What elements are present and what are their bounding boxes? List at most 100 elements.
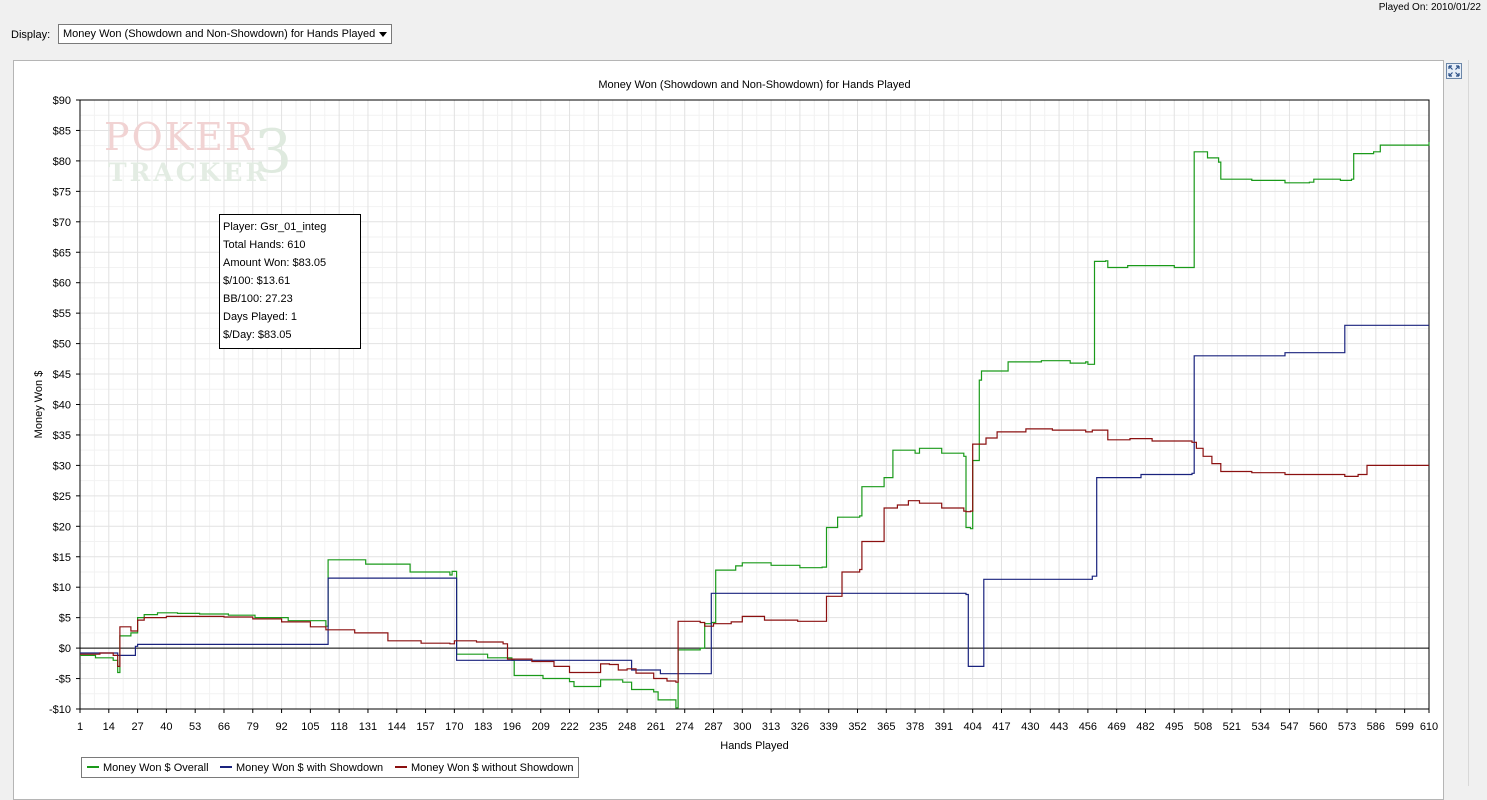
y-tick-label: $45 — [53, 369, 71, 381]
series-line-non-showdown — [80, 428, 1429, 683]
x-tick-label: 40 — [160, 721, 172, 733]
y-tick-label: $85 — [53, 125, 71, 137]
y-tick-label: $80 — [53, 156, 71, 168]
y-tick-label: $20 — [53, 521, 71, 533]
x-tick-label: 53 — [189, 721, 201, 733]
x-tick-label: 469 — [1107, 721, 1125, 733]
poker-tracker-logo-mark: 3 — [254, 117, 293, 187]
chart-legend: Money Won $ Overall Money Won $ with Sho… — [81, 757, 579, 778]
x-tick-label: 326 — [791, 721, 809, 733]
x-tick-label: 586 — [1367, 721, 1385, 733]
stat-days-played: Days Played: 1 — [223, 311, 297, 323]
x-tick-label: 521 — [1223, 721, 1241, 733]
poker-tracker-logo: POKER — [104, 115, 256, 159]
x-tick-label: 66 — [218, 721, 230, 733]
y-axis-label: Money Won $ — [33, 371, 45, 439]
series-line-showdown — [80, 324, 1429, 675]
x-tick-label: 313 — [762, 721, 780, 733]
y-tick-label: $15 — [53, 552, 71, 564]
x-tick-label: 157 — [416, 721, 434, 733]
display-select-value: Money Won (Showdown and Non-Showdown) fo… — [63, 28, 376, 40]
x-tick-label: 339 — [820, 721, 838, 733]
y-tick-label: -$5 — [55, 674, 71, 686]
legend-label-overall: Money Won $ Overall — [103, 762, 209, 774]
x-tick-label: 79 — [247, 721, 259, 733]
x-tick-label: 534 — [1251, 721, 1269, 733]
stat-per-100: $/100: $13.61 — [223, 275, 291, 287]
y-tick-label: $75 — [53, 186, 71, 198]
stat-per-day: $/Day: $83.05 — [223, 329, 292, 341]
y-tick-label: $55 — [53, 308, 71, 320]
x-tick-label: 287 — [704, 721, 722, 733]
y-tick-label: $50 — [53, 339, 71, 351]
y-tick-label: $90 — [53, 95, 71, 107]
x-tick-label: 1 — [77, 721, 83, 733]
y-tick-label: $0 — [59, 643, 71, 655]
x-tick-label: 27 — [131, 721, 143, 733]
y-tick-label: -$10 — [49, 704, 71, 716]
player-stats-box: Player: Gsr_01_integ Total Hands: 610 Am… — [219, 214, 361, 349]
y-tick-label: $25 — [53, 491, 71, 503]
chevron-down-icon — [379, 32, 387, 37]
x-tick-label: 222 — [560, 721, 578, 733]
scrollbar[interactable] — [1468, 60, 1487, 786]
x-tick-label: 235 — [589, 721, 607, 733]
y-tick-label: $30 — [53, 460, 71, 472]
legend-swatch-showdown — [220, 766, 232, 769]
display-select[interactable]: Money Won (Showdown and Non-Showdown) fo… — [58, 24, 392, 44]
x-tick-label: 404 — [964, 721, 982, 733]
x-tick-label: 118 — [330, 721, 348, 733]
expand-icon[interactable] — [1446, 63, 1462, 79]
x-tick-label: 300 — [733, 721, 751, 733]
poker-tracker-logo-text: TRACKER — [108, 158, 270, 187]
x-tick-label: 196 — [503, 721, 521, 733]
y-tick-label: $5 — [59, 613, 71, 625]
x-tick-label: 610 — [1420, 721, 1438, 733]
legend-label-non-showdown: Money Won $ without Showdown — [411, 762, 574, 774]
x-tick-label: 430 — [1021, 721, 1039, 733]
x-tick-label: 508 — [1194, 721, 1212, 733]
x-tick-label: 209 — [532, 721, 550, 733]
legend-swatch-non-showdown — [395, 766, 407, 769]
x-tick-label: 274 — [676, 721, 694, 733]
x-tick-label: 92 — [275, 721, 287, 733]
x-tick-label: 417 — [992, 721, 1010, 733]
played-on-date: Played On: 2010/01/22 — [1378, 2, 1481, 13]
x-tick-label: 261 — [647, 721, 665, 733]
legend-swatch-overall — [87, 766, 99, 769]
legend-label-showdown: Money Won $ with Showdown — [236, 762, 384, 774]
y-tick-label: $65 — [53, 247, 71, 259]
x-tick-label: 131 — [359, 721, 377, 733]
chart-title: Money Won (Showdown and Non-Showdown) fo… — [598, 79, 910, 91]
x-tick-label: 456 — [1079, 721, 1097, 733]
x-tick-label: 443 — [1050, 721, 1068, 733]
y-tick-label: $40 — [53, 400, 71, 412]
stat-total-hands: Total Hands: 610 — [223, 239, 306, 251]
stat-bb-100: BB/100: 27.23 — [223, 293, 293, 305]
legend-item-non-showdown: Money Won $ without Showdown — [395, 762, 573, 774]
x-tick-label: 105 — [301, 721, 319, 733]
x-tick-label: 170 — [445, 721, 463, 733]
x-tick-label: 183 — [474, 721, 492, 733]
x-tick-label: 495 — [1165, 721, 1183, 733]
display-label: Display: — [11, 29, 51, 41]
x-tick-label: 144 — [388, 721, 406, 733]
x-tick-label: 14 — [103, 721, 115, 733]
y-tick-label: $10 — [53, 582, 71, 594]
x-tick-label: 391 — [935, 721, 953, 733]
x-tick-label: 560 — [1309, 721, 1327, 733]
y-tick-label: $70 — [53, 217, 71, 229]
x-tick-label: 547 — [1280, 721, 1298, 733]
x-tick-label: 482 — [1136, 721, 1154, 733]
x-tick-label: 573 — [1338, 721, 1356, 733]
y-tick-label: $35 — [53, 430, 71, 442]
legend-item-overall: Money Won $ Overall — [87, 762, 209, 774]
x-tick-label: 378 — [906, 721, 924, 733]
x-tick-label: 248 — [618, 721, 636, 733]
stat-amount-won: Amount Won: $83.05 — [223, 257, 327, 269]
x-axis-label: Hands Played — [720, 740, 789, 752]
stat-player: Player: Gsr_01_integ — [223, 221, 327, 233]
legend-item-showdown: Money Won $ with Showdown — [220, 762, 383, 774]
x-tick-label: 599 — [1395, 721, 1413, 733]
